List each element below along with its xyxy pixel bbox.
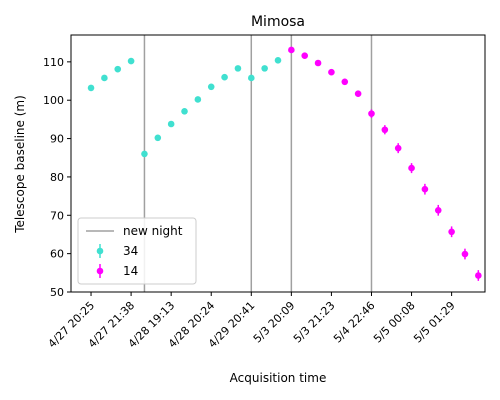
- data-point-series-34-4: [141, 150, 148, 158]
- x-tick-label-9: 5/5 01:29: [411, 299, 458, 346]
- data-point-series-14-14: [475, 272, 482, 279]
- y-tick-label-3: 80: [50, 171, 64, 184]
- data-point-series-14-3: [328, 68, 335, 76]
- data-point-series-14-0: [288, 46, 295, 54]
- chart-title: Mimosa: [251, 14, 305, 30]
- legend: new night 34 14: [77, 217, 197, 285]
- data-point-series-34-3: [127, 57, 135, 65]
- data-point-series-34-2: [114, 65, 122, 73]
- data-point-series-14-13: [461, 250, 469, 258]
- data-point-series-34-5: [154, 134, 162, 142]
- x-axis-label: Acquisition time: [230, 371, 327, 385]
- data-point-series-14-11: [434, 206, 442, 214]
- data-point-series-14-6: [368, 110, 375, 117]
- y-tick-label-0: 50: [50, 286, 64, 299]
- legend-marker-series-34: [96, 247, 104, 255]
- legend-label-0: new night: [123, 224, 183, 238]
- y-tick-label-1: 60: [50, 248, 64, 261]
- legend-marker-series-14: [96, 267, 104, 275]
- data-point-series-14-5: [354, 90, 362, 97]
- data-point-series-14-12: [448, 228, 455, 236]
- data-point-series-14-4: [341, 78, 349, 86]
- y-axis-label: Telescope baseline (m): [13, 95, 27, 234]
- data-point-series-14-8: [394, 144, 402, 152]
- data-point-series-34-10: [221, 73, 228, 81]
- data-point-series-34-7: [181, 108, 188, 115]
- y-tick-label-6: 110: [43, 56, 64, 69]
- data-point-series-34-11: [234, 65, 242, 72]
- data-point-series-34-14: [274, 57, 282, 64]
- legend-label-2: 14: [123, 264, 138, 278]
- data-point-series-14-2: [314, 59, 322, 67]
- data-point-series-14-1: [301, 52, 309, 60]
- data-point-series-34-9: [207, 83, 215, 91]
- legend-label-1: 34: [123, 244, 138, 258]
- data-point-series-34-6: [167, 120, 175, 128]
- axes-frame: [70, 34, 486, 293]
- data-point-series-34-13: [261, 65, 268, 72]
- data-point-series-34-8: [194, 96, 202, 103]
- x-tick-label-6: 5/3 21:23: [291, 299, 338, 346]
- x-tick-label-5: 5/3 20:09: [251, 299, 298, 346]
- y-tick-label-5: 100: [43, 94, 64, 107]
- y-tick-label-2: 70: [50, 209, 64, 222]
- data-point-series-34-1: [101, 74, 108, 82]
- legend-box: [77, 217, 197, 285]
- data-point-series-34-12: [247, 74, 255, 82]
- data-point-series-34-0: [87, 84, 95, 92]
- x-tick-label-7: 5/4 22:46: [331, 299, 378, 346]
- data-point-series-14-10: [421, 185, 429, 193]
- data-point-series-14-9: [408, 164, 415, 172]
- data-point-series-14-7: [381, 126, 389, 134]
- x-tick-label-8: 5/5 00:08: [371, 299, 418, 346]
- y-tick-label-4: 90: [50, 133, 64, 146]
